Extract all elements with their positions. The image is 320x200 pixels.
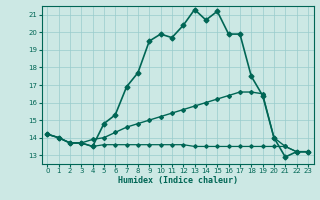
X-axis label: Humidex (Indice chaleur): Humidex (Indice chaleur) (118, 176, 237, 185)
